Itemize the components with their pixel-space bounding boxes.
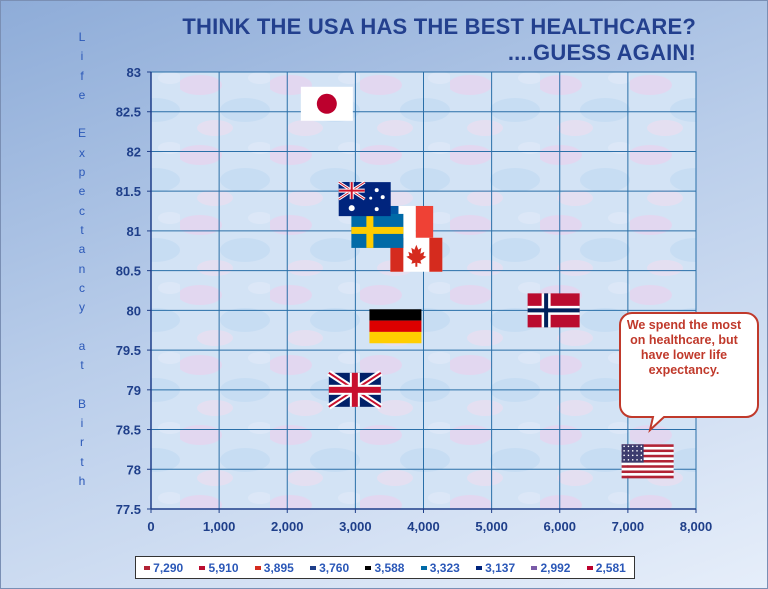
x-tick-label: 7,000 bbox=[612, 519, 645, 534]
y-tick-label: 79.5 bbox=[116, 343, 141, 358]
sweden-flag-marker bbox=[351, 213, 404, 248]
japan-flag-marker bbox=[300, 86, 353, 121]
japan-legend-icon bbox=[586, 565, 593, 570]
y-tick-label: 78 bbox=[127, 462, 141, 477]
callout-text: We spend the most on healthcare, but hav… bbox=[626, 318, 742, 377]
legend-label: 3,760 bbox=[319, 560, 350, 575]
x-axis-ticks: 0 1,000 2,000 3,000 4,000 5,000 6,000 7,000 8,00… bbox=[147, 509, 712, 534]
norway-legend-icon bbox=[199, 565, 206, 570]
callout-bubble bbox=[619, 312, 759, 433]
y-tick-label: 82.5 bbox=[116, 105, 141, 120]
france-legend-icon bbox=[310, 565, 317, 570]
legend-label: 3,895 bbox=[263, 560, 294, 575]
legend-label: 3,588 bbox=[374, 560, 405, 575]
legend-label: 2,992 bbox=[540, 560, 571, 575]
legend-item: 2,992 bbox=[531, 561, 570, 575]
x-tick-label: 4,000 bbox=[407, 519, 440, 534]
y-tick-label: 77.5 bbox=[116, 502, 141, 517]
legend-item: 3,323 bbox=[420, 560, 460, 575]
y-tick-label: 78.5 bbox=[116, 423, 141, 438]
legend-item: 3,137 bbox=[476, 561, 515, 575]
y-tick-label: 80.5 bbox=[116, 264, 141, 279]
canada-legend-icon bbox=[254, 565, 261, 570]
legend-label: 2,581 bbox=[595, 560, 626, 575]
legend-item: 2,581 bbox=[586, 560, 626, 575]
legend-item: 5,910 bbox=[199, 560, 239, 575]
y-tick-label: 81.5 bbox=[116, 184, 141, 199]
legend-item: 3,895 bbox=[254, 560, 294, 575]
legend-item: 3,588 bbox=[365, 561, 404, 575]
legend-label: 3,323 bbox=[429, 560, 460, 575]
x-tick-label: 1,000 bbox=[203, 519, 236, 534]
y-axis-ticks: 77.5 78 78.5 79 79.5 80 80.5 81 81.5 82 82.5 83 bbox=[116, 65, 151, 517]
uk-flag-marker bbox=[327, 370, 383, 410]
norway-flag-marker bbox=[527, 293, 580, 328]
legend-item: 3,760 bbox=[310, 561, 349, 575]
australia-flag-marker bbox=[337, 180, 391, 217]
data-points bbox=[300, 86, 674, 479]
legend: 7,290 5,910 3,895 3,760 3,588 3,323 3,137 2,992… bbox=[135, 556, 635, 579]
x-tick-label: 5,000 bbox=[475, 519, 508, 534]
y-tick-label: 79 bbox=[127, 383, 141, 398]
usa-legend-icon bbox=[144, 565, 151, 570]
legend-label: 3,137 bbox=[485, 560, 516, 575]
x-tick-label: 0 bbox=[147, 519, 154, 534]
uk-legend-icon bbox=[531, 565, 538, 570]
usa-flag-marker bbox=[621, 444, 674, 479]
chart-title-line-2: ....GUESS AGAIN! bbox=[507, 40, 696, 65]
legend-label: 5,910 bbox=[208, 560, 239, 575]
x-tick-label: 2,000 bbox=[271, 519, 304, 534]
y-axis-label: L i f e E x p e c t a n c y a t B i r t … bbox=[77, 30, 86, 488]
sweden-legend-icon bbox=[420, 565, 427, 570]
legend-label: 7,290 bbox=[153, 560, 184, 575]
y-tick-label: 80 bbox=[127, 303, 141, 318]
germany-legend-icon bbox=[365, 565, 372, 570]
legend-item: 7,290 bbox=[144, 561, 183, 575]
x-tick-label: 6,000 bbox=[543, 519, 576, 534]
y-tick-label: 82 bbox=[127, 144, 141, 159]
y-tick-label: 83 bbox=[127, 65, 141, 80]
germany-flag-marker bbox=[369, 309, 422, 344]
australia-legend-icon bbox=[476, 565, 483, 570]
chart-title-line-1: THINK THE USA HAS THE BEST HEALTHCARE? bbox=[182, 14, 696, 39]
x-tick-label: 3,000 bbox=[339, 519, 372, 534]
x-tick-label: 8,000 bbox=[680, 519, 713, 534]
y-tick-label: 81 bbox=[127, 224, 141, 239]
